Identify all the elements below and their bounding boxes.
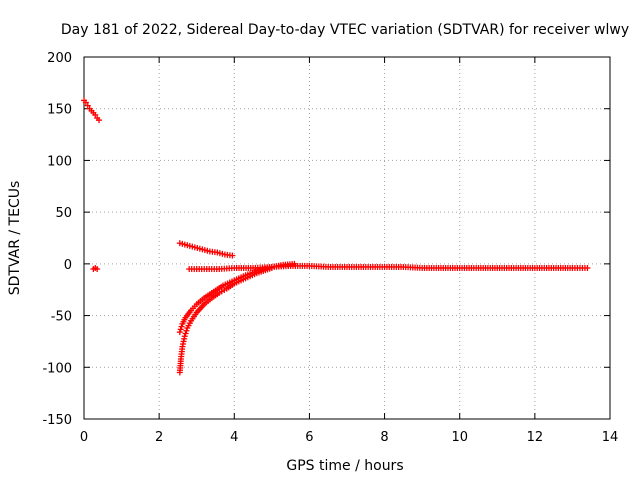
y-tick-label: -150 [42,413,72,428]
y-tick-label: 150 [47,103,72,118]
data-point [584,264,591,271]
y-tick-label: 100 [47,154,72,169]
data-point [183,327,190,334]
y-tick-label: 200 [47,51,72,66]
data-points [81,97,591,376]
data-point [181,333,188,340]
grid [84,57,610,419]
data-point [96,117,103,124]
data-point [94,266,101,273]
x-tick-label: 10 [451,430,468,445]
y-tick-label: 0 [64,258,72,273]
x-tick-label: 6 [305,430,313,445]
y-axis-title: SDTVAR / TECUs [7,181,23,296]
x-tick-label: 8 [380,430,388,445]
plot-frame [83,56,611,420]
y-tick-label: -100 [42,361,72,376]
data-point [229,252,236,259]
data-point [182,330,189,337]
data-point [84,102,91,109]
data-point [176,329,183,336]
y-tick-label: -50 [51,310,72,325]
data-point [177,326,184,333]
x-tick-label: 2 [155,430,163,445]
data-point [82,99,89,106]
x-axis-title: GPS time / hours [286,458,403,474]
x-tick-label: 4 [230,430,238,445]
x-tick-label: 0 [80,430,88,445]
x-tick-label: 12 [527,430,544,445]
axis-ticks: 0 2 4 6 8 10 12 14 -150 -100 -50 0 50 100 150 200 [42,51,618,445]
data-point [178,323,185,330]
x-tick-label: 14 [602,430,619,445]
data-point [92,111,99,118]
chart-title: Day 181 of 2022, Sidereal Day-to-day VTE… [61,22,629,38]
y-tick-label: 50 [55,206,72,221]
